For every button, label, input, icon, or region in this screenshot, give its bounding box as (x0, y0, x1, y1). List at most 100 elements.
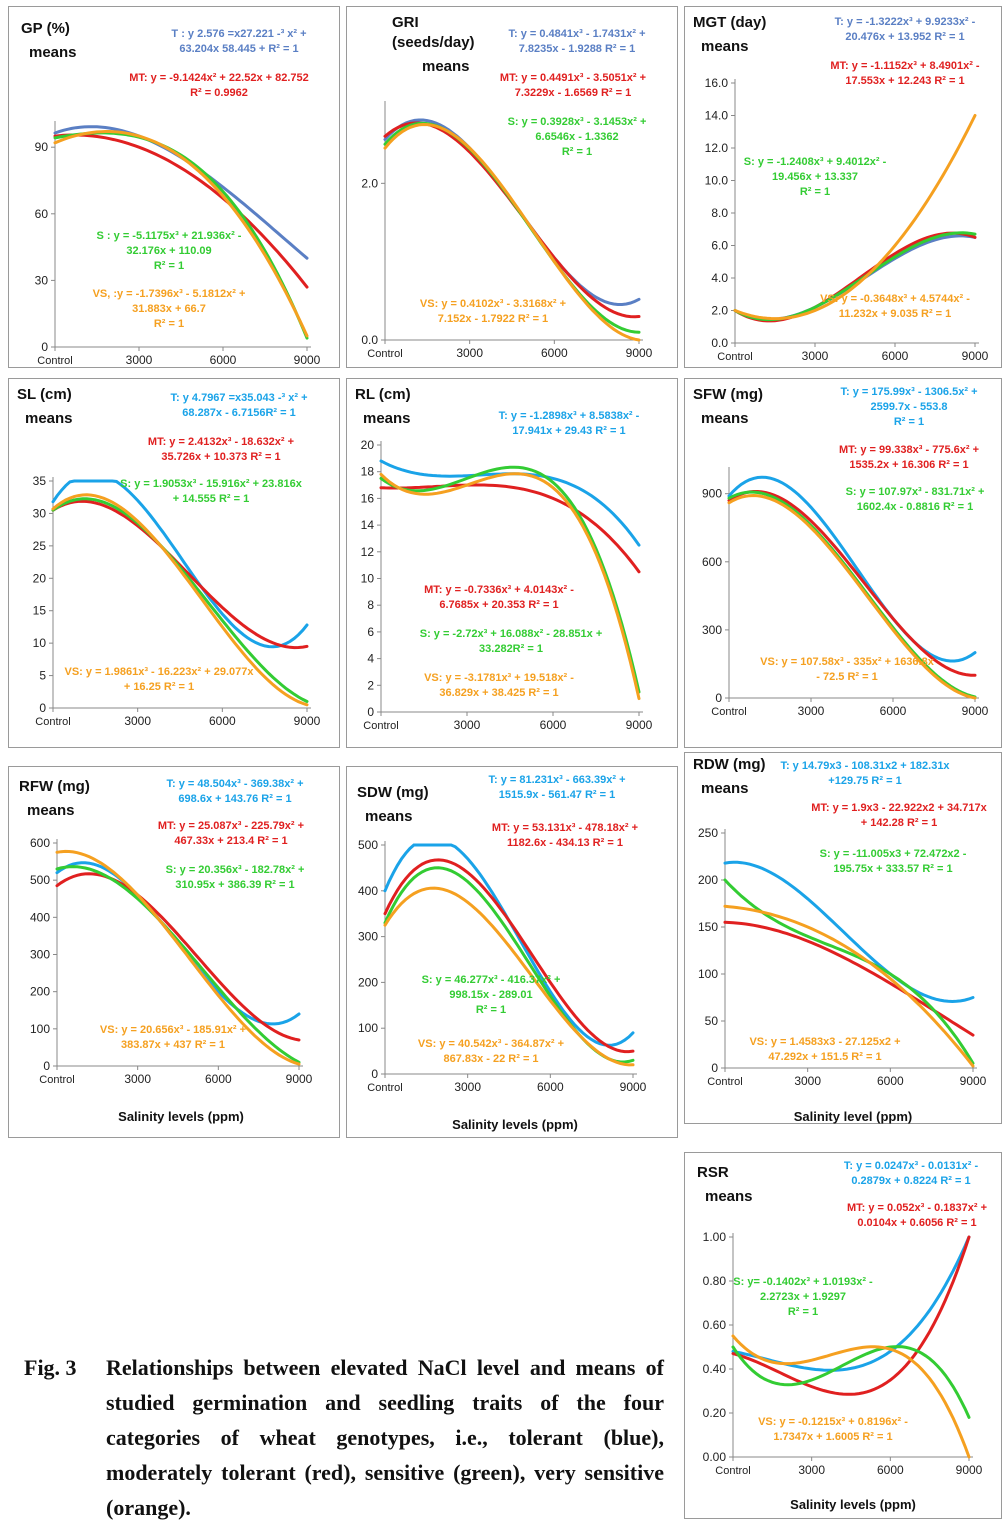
equation-label-mt: MT: y = -9.1424x² + 22.52x + 82.752 R² =… (129, 72, 309, 99)
chart-title: SDW (mg) (357, 784, 429, 801)
chart-subtitle: means (365, 808, 413, 825)
chart-plot: 0 100 200 300 400 500 Control 3000 6000 9000 (358, 838, 647, 1094)
equation-label-mt: MT: y = 25.087x³ - 225.79x² + 467.33x + … (157, 820, 305, 847)
y-tick-label: 0 (39, 701, 46, 715)
equation-label-t: T: y = -1.3222x³ + 9.9233x² - 20.476x + … (834, 16, 976, 43)
equation-label-mt: MT: y = 99.338x³ - 775.6x² + 1535.2x + 1… (838, 444, 980, 471)
x-tick-label: 9000 (626, 346, 653, 360)
chart-title: RFW (mg) (19, 778, 90, 795)
equation-label-vs: VS: y = -0.3648x³ + 4.5744x² - 11.232x +… (820, 293, 970, 320)
chart-panel: GRI (seeds/day) means 0.0 2.0 Control 3000 600… (346, 6, 678, 368)
equation-label-s: S: y = 46.277x³ - 416.37x² + 998.15x - 2… (421, 974, 561, 1016)
y-tick-label: 10 (361, 572, 375, 586)
series-line-mt (53, 133, 309, 289)
y-tick-label: 14.0 (705, 109, 729, 123)
series-line-vs (53, 130, 309, 338)
series-line-t (723, 860, 975, 1004)
equation-label-s: S: y = 107.97x³ - 831.71x² + 1602.4x - 0… (845, 486, 985, 513)
y-tick-label: 14 (361, 518, 375, 532)
y-tick-label: 4.0 (711, 271, 728, 285)
y-tick-label: 18 (361, 465, 375, 479)
y-tick-label: 2.0 (361, 176, 378, 190)
chart-subtitle: means (29, 44, 77, 61)
chart-title: RDW (mg) (693, 756, 766, 773)
chart-panel: GP (%) means 0 30 60 90 Control 3000 6000 9000 T :… (8, 6, 340, 368)
equation-label-t: T: y = -1.2898x³ + 8.5838x² - 17.941x + … (498, 410, 640, 437)
chart-plot: 0 100 200 300 400 500 600 Control 3000 6000 9000 (30, 836, 313, 1086)
y-tick-label: 0.60 (703, 1318, 727, 1332)
x-tick-label: 6000 (877, 1463, 904, 1477)
x-tick-label: 6000 (540, 718, 567, 732)
x-tick-label: Control (37, 355, 72, 367)
chart-subtitle: means (701, 780, 749, 797)
caption-text: Relationships between elevated NaCl leve… (106, 1355, 664, 1520)
x-tick-label: 6000 (205, 1072, 232, 1086)
chart-subtitle: means (701, 410, 749, 427)
y-tick-label: 500 (30, 873, 50, 887)
y-tick-label: 500 (358, 838, 378, 852)
x-tick-label: 6000 (537, 1080, 564, 1094)
equation-label-vs: VS: y = -3.1781x³ + 19.518x² - 36.829x +… (424, 672, 574, 699)
equation-label-t: T: y = 175.99x³ - 1306.5x² + 2599.7x - 5… (840, 386, 978, 428)
chart-panel: SFW (mg) means 0 300 600 900 Control 3000 6000 90… (684, 378, 1002, 748)
x-tick-label: Control (35, 716, 70, 728)
x-tick-label: 6000 (209, 714, 236, 728)
y-tick-label: 400 (358, 884, 378, 898)
chart-panel: SDW (mg) means 0 100 200 300 400 500 Control 3000… (346, 766, 678, 1138)
y-tick-label: 0.0 (361, 333, 378, 347)
x-tick-label: 3000 (802, 349, 829, 363)
series-line-s (383, 866, 635, 1064)
equation-label-t: T: y 14.79x3 - 108.31x2 + 182.31x +129.7… (780, 760, 950, 787)
y-tick-label: 100 (30, 1022, 50, 1036)
y-tick-label: 30 (35, 273, 49, 287)
series-line-vs (383, 886, 635, 1067)
y-tick-label: 150 (698, 920, 718, 934)
x-axis-label: Salinity levels (ppm) (118, 1109, 244, 1124)
equation-label-mt: MT: y = -0.7336x³ + 4.0143x² - 6.7685x +… (424, 584, 574, 611)
equation-label-vs: VS: y = 1.4583x3 - 27.125x2 + 47.292x + … (749, 1036, 901, 1063)
chart-subtitle: means (25, 410, 73, 427)
series-line-vs (55, 849, 301, 1066)
y-tick-label: 0 (43, 1059, 50, 1073)
equation-label-t: T: y 4.7967 =x35.043 -³ x² + 68.287x - 6… (170, 392, 308, 419)
equation-label-s: S: y = -1.2408x³ + 9.4012x² - 19.456x + … (743, 156, 887, 198)
series-line-mt (55, 872, 301, 1042)
x-tick-label: 6000 (541, 346, 568, 360)
equation-label-s: S: y= -0.1402x³ + 1.0193x² - 2.2723x + 1… (733, 1276, 873, 1318)
series-line-mt (727, 490, 977, 677)
y-tick-label: 15 (33, 604, 47, 618)
y-tick-label: 600 (702, 555, 722, 569)
y-tick-label: 0 (367, 705, 374, 719)
y-tick-label: 300 (30, 948, 50, 962)
y-tick-label: 10.0 (705, 174, 729, 188)
series-line-s (731, 1345, 971, 1419)
x-tick-label: 3000 (798, 704, 825, 718)
chart-title: GRI (seeds/day) (392, 14, 475, 51)
equation-label-vs: VS: y = 107.58x³ - 335x² + 1636.8x - 72.… (760, 656, 934, 683)
x-tick-label: 3000 (794, 1074, 821, 1088)
equation-label-vs: VS, :y = -1.7396x³ - 5.1812x² + 31.883x … (92, 288, 246, 330)
x-tick-label: 9000 (626, 718, 653, 732)
x-tick-label: Control (715, 1465, 750, 1477)
y-tick-label: 200 (358, 975, 378, 989)
y-tick-label: 8 (367, 598, 374, 612)
chart-plot: 0.0 2.0 4.0 6.0 8.0 10.0 12.0 14.0 16.0 Control 30… (705, 76, 989, 363)
y-tick-label: 20 (361, 438, 375, 452)
equation-label-s: S: y = 20.356x³ - 182.78x² + 310.95x + 3… (165, 864, 305, 891)
equation-label-mt: MT: y = 0.4491x³ - 3.5051x² + 7.3229x - … (499, 72, 647, 99)
equation-label-s: S: y = -2.72x³ + 16.088x² - 28.851x + 33… (419, 628, 603, 655)
y-tick-label: 300 (358, 930, 378, 944)
series-line-t (51, 479, 309, 649)
figure-caption: Fig. 3 Relationships between elevated Na… (24, 1350, 664, 1525)
chart-title: MGT (day) (693, 14, 767, 31)
y-tick-label: 30 (33, 506, 47, 520)
chart-subtitle: means (422, 58, 470, 75)
x-tick-label: Control (39, 1074, 74, 1086)
x-tick-label: 9000 (294, 353, 321, 367)
y-tick-label: 16 (361, 491, 375, 505)
chart-panel: RL (cm) means 0 2 4 6 8 10 12 14 16 18 20 Control 3000… (346, 378, 678, 748)
series-line-vs (723, 904, 975, 1068)
y-tick-label: 16.0 (705, 76, 729, 90)
equation-label-vs: VS: y = -0.1215x³ + 0.8196x² - 1.7347x +… (758, 1416, 908, 1443)
equation-label-mt: MT: y = 0.052x³ - 0.1837x² + 0.0104x + 0… (846, 1202, 988, 1229)
